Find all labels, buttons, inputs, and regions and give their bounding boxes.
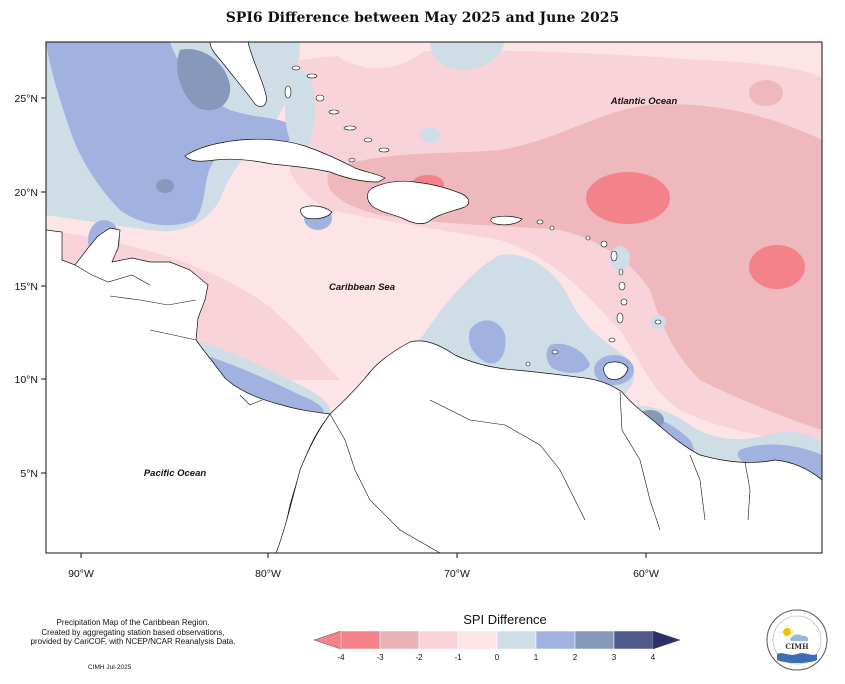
legend-swatch [535,630,576,650]
lat-tick-label: 20°N [15,187,38,199]
lat-tick-label: 25°N [15,93,38,105]
small-islands [284,65,662,367]
map-frame [45,41,823,554]
credits-block: Precipitation Map of the Caribbean Regio… [8,618,258,647]
spi-difference-field [46,42,822,553]
legend-tick-label: 0 [495,653,500,662]
latitude-axis: 25°N 20°N 15°N 10°N 5°N [15,93,46,480]
sun-icon [783,628,791,636]
legend-swatch [418,630,459,650]
map-title: SPI6 Difference between May 2025 and Jun… [225,10,620,26]
logo-text: CIMH [785,642,809,651]
legend-swatch [379,630,420,650]
cimh-logo: CIMH [766,609,828,671]
legend-over-arrow [652,630,681,650]
credit-line: Created by aggregating station based obs… [41,627,225,637]
lon-tick-label: 60°W [633,568,659,580]
credit-date: CIMH Jul-2025 [88,664,132,671]
legend-title: SPI Difference [463,612,547,627]
legend-swatch [457,630,498,650]
legend-tick-label: -1 [454,653,462,662]
legend-swatch [340,630,381,650]
atlantic-ocean-label: Atlantic Ocean [610,96,678,107]
legend-tick-label: 3 [612,653,617,662]
land-masses [46,42,822,553]
credit-line: provided by CariCOF, with NCEP/NCAR Rean… [30,637,236,646]
country-borders [74,264,751,553]
lon-tick-label: 80°W [255,568,281,580]
lat-tick-label: 5°N [20,468,38,480]
lon-tick-label: 70°W [444,568,470,580]
legend-tick-label: -4 [337,653,345,662]
cloud-icon [789,634,809,641]
longitude-axis: 90°W 80°W 70°W 60°W [68,553,659,580]
legend-swatch [496,630,537,650]
lat-tick-label: 15°N [15,281,38,293]
legend-tick-label: 1 [534,653,539,662]
credit-line: Precipitation Map of the Caribbean Regio… [56,618,210,627]
lat-tick-label: 10°N [15,374,38,386]
legend-swatch [613,630,654,650]
legend-colorbar: -4 -3 -2 -1 0 1 2 3 4 [313,630,681,662]
legend-tick-label: -2 [415,653,423,662]
caribbean-sea-label: Caribbean Sea [329,282,395,293]
wave-icon [777,653,817,663]
legend-tick-label: 4 [651,653,656,662]
pacific-ocean-label: Pacific Ocean [144,468,207,479]
lon-tick-label: 90°W [68,568,94,580]
legend-tick-label: -3 [376,653,384,662]
legend-tick-label: 2 [573,653,578,662]
legend-under-arrow [313,630,342,650]
legend-swatch [574,630,615,650]
